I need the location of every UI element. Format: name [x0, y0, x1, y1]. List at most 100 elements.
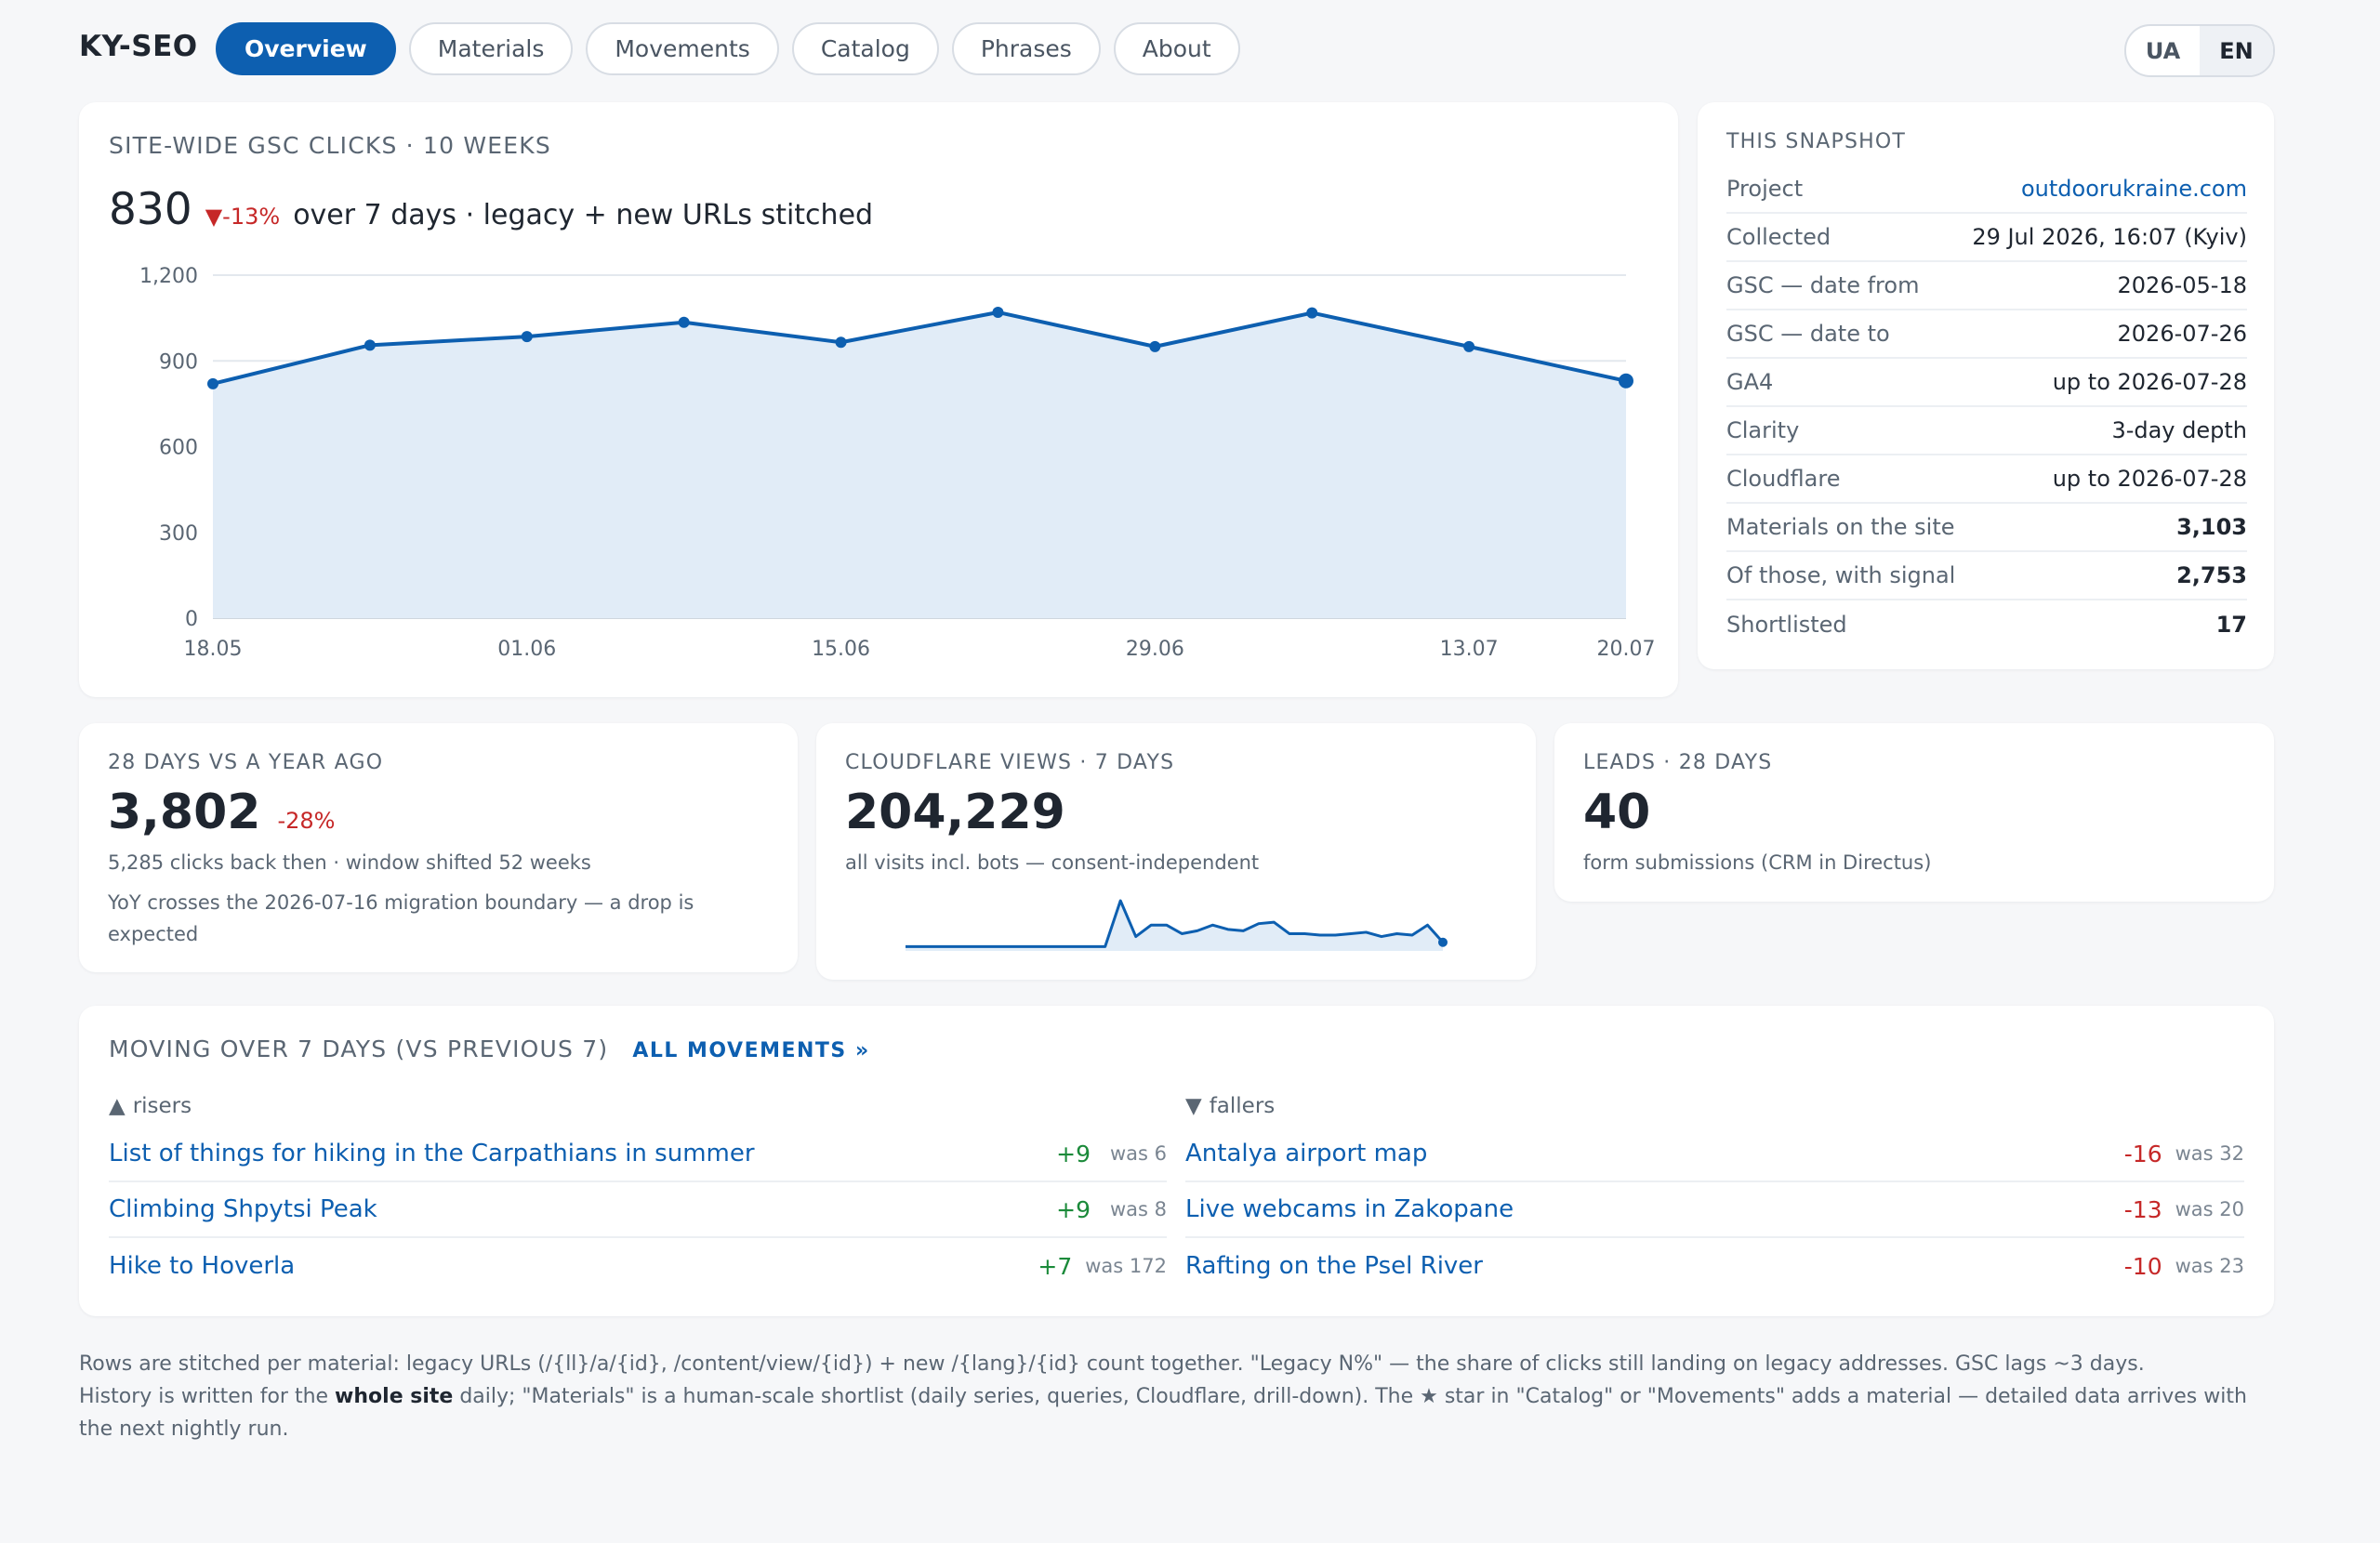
- tab-materials[interactable]: Materials: [408, 22, 574, 75]
- snapshot-key: Clarity: [1726, 417, 1800, 443]
- snapshot-row-cloudflare: Cloudflare up to 2026-07-28: [1726, 455, 2247, 504]
- snapshot-key: Materials on the site: [1726, 514, 1955, 540]
- snapshot-value: up to 2026-07-28: [2052, 466, 2247, 492]
- cloudflare-sparkline: [906, 899, 1448, 951]
- footer-line-2: History is written for the whole site da…: [79, 1380, 2273, 1445]
- snapshot-value: 2026-05-18: [2117, 272, 2247, 298]
- snapshot-key: Cloudflare: [1726, 466, 1841, 492]
- faller-was: was 20: [2175, 1198, 2244, 1220]
- chart-x-tick-label: 29.06: [1126, 638, 1184, 661]
- chart-data-point: [1306, 307, 1318, 319]
- list-item: List of things for hiking in the Carpath…: [109, 1127, 1167, 1182]
- snapshot-title: THIS SNAPSHOT: [1726, 130, 1907, 153]
- kpi-yoy-value-row: 3,802 -28%: [108, 785, 336, 840]
- riser-delta: +9: [1056, 1195, 1091, 1223]
- sparkline-end-point: [1438, 937, 1448, 947]
- chart-x-tick-label: 01.06: [497, 638, 556, 661]
- kpi-cloudflare-value: 204,229: [845, 785, 1065, 840]
- footer-line-2-pre: History is written for the: [79, 1385, 336, 1408]
- gsc-clicks-card: SITE-WIDE GSC CLICKS · 10 WEEKS 830 ▼-13…: [79, 102, 1678, 697]
- snapshot-key: GA4: [1726, 369, 1774, 395]
- gsc-clicks-value: 830: [109, 184, 192, 235]
- tab-catalog[interactable]: Catalog: [791, 22, 939, 75]
- kpi-leads-title: LEADS · 28 DAYS: [1583, 751, 1773, 774]
- faller-link[interactable]: Rafting on the Psel River: [1185, 1252, 1483, 1280]
- gsc-clicks-delta: ▼-13%: [205, 204, 281, 230]
- snapshot-key: GSC — date from: [1726, 272, 1920, 298]
- riser-was: was 6: [1109, 1142, 1167, 1165]
- kpi-yoy-value: 3,802: [108, 785, 261, 840]
- chart-data-point: [207, 377, 218, 389]
- riser-link[interactable]: Hike to Hoverla: [109, 1252, 296, 1280]
- snapshot-row-shortlisted: Shortlisted 17: [1726, 600, 2247, 649]
- kpi-cloudflare-card: CLOUDFLARE VIEWS · 7 DAYS 204,229 all vi…: [816, 723, 1536, 980]
- snapshot-card: THIS SNAPSHOT Project outdoorukraine.com…: [1698, 102, 2274, 669]
- list-item: Climbing Shpytsi Peak +9 was 8: [109, 1182, 1167, 1238]
- movements-title: MOVING OVER 7 DAYS (VS PREVIOUS 7): [109, 1035, 609, 1062]
- footer-line-2-post: daily; "Materials" is a human-scale shor…: [79, 1385, 2247, 1441]
- project-link[interactable]: outdoorukraine.com: [2021, 176, 2247, 202]
- kpi-yoy-note: YoY crosses the 2026-07-16 migration bou…: [108, 891, 694, 945]
- riser-link[interactable]: List of things for hiking in the Carpath…: [109, 1140, 755, 1167]
- all-movements-link[interactable]: ALL MOVEMENTS »: [632, 1039, 870, 1062]
- snapshot-list: Project outdoorukraine.com Collected 29 …: [1726, 165, 2247, 649]
- gsc-clicks-title: SITE-WIDE GSC CLICKS · 10 WEEKS: [109, 132, 551, 159]
- footer-line-1: Rows are stitched per material: legacy U…: [79, 1352, 2145, 1376]
- snapshot-value: 3,103: [2176, 514, 2247, 540]
- chart-data-point: [992, 306, 1004, 318]
- lang-en-button[interactable]: EN: [2200, 26, 2273, 75]
- chart-data-point: [835, 336, 847, 349]
- snapshot-row-gsc-from: GSC — date from 2026-05-18: [1726, 262, 2247, 310]
- snapshot-key: GSC — date to: [1726, 321, 1890, 347]
- riser-link[interactable]: Climbing Shpytsi Peak: [109, 1195, 377, 1223]
- chart-x-tick-label: 15.06: [812, 638, 870, 661]
- tab-overview[interactable]: Overview: [216, 22, 396, 75]
- snapshot-value: 29 Jul 2026, 16:07 (Kyiv): [1972, 224, 2247, 250]
- fallers-column: ▼ fallers Antalya airport map -16 was 32…: [1185, 1086, 2244, 1294]
- faller-link[interactable]: Antalya airport map: [1185, 1140, 1428, 1167]
- gsc-clicks-headline: 830 ▼-13% over 7 days · legacy + new URL…: [109, 184, 873, 235]
- riser-was: was 8: [1109, 1198, 1167, 1220]
- chart-x-tick-label: 20.07: [1597, 638, 1656, 661]
- chart-data-point: [1149, 340, 1161, 352]
- snapshot-row-with-signal: Of those, with signal 2,753: [1726, 552, 2247, 600]
- sparkline-area: [906, 901, 1443, 951]
- risers-label: ▲ risers: [109, 1086, 1167, 1127]
- kpi-cloudflare-sub: all visits incl. bots — consent-independ…: [845, 851, 1260, 874]
- chart-y-tick-label: 600: [159, 437, 198, 460]
- chart-area-fill: [213, 311, 1626, 618]
- kpi-yoy-delta: -28%: [277, 808, 336, 834]
- sparkline-line: [906, 899, 1445, 948]
- tab-movements[interactable]: Movements: [586, 22, 779, 75]
- kpi-cloudflare-title: CLOUDFLARE VIEWS · 7 DAYS: [845, 751, 1175, 774]
- riser-delta: +7: [1038, 1252, 1073, 1280]
- lang-ua-button[interactable]: UA: [2145, 37, 2181, 64]
- snapshot-row-project: Project outdoorukraine.com: [1726, 165, 2247, 214]
- snapshot-value: 3-day depth: [2111, 417, 2247, 443]
- top-bar: KY-SEO Overview Materials Movements Cata…: [79, 22, 2380, 77]
- chart-data-point: [364, 339, 376, 351]
- triangle-down-icon: ▼: [1185, 1094, 1202, 1118]
- kpi-cloudflare-value-row: 204,229: [845, 785, 1065, 840]
- footer-notes: Rows are stitched per material: legacy U…: [79, 1348, 2273, 1445]
- tab-phrases[interactable]: Phrases: [951, 22, 1101, 75]
- riser-was: was 172: [1085, 1255, 1167, 1277]
- chart-data-point: [521, 331, 533, 343]
- faller-delta: -16: [2123, 1140, 2162, 1167]
- riser-delta: +9: [1056, 1140, 1091, 1167]
- chart-x-tick-label: 18.05: [184, 638, 243, 661]
- chart-y-tick-label: 900: [159, 350, 198, 374]
- fallers-label: ▼ fallers: [1185, 1086, 2244, 1127]
- snapshot-key: Collected: [1726, 224, 1831, 250]
- chart-series-line: [212, 310, 1627, 386]
- kpi-yoy-sub: 5,285 clicks back then · window shifted …: [108, 851, 591, 874]
- chart-y-tick-label: 300: [159, 522, 198, 546]
- faller-link[interactable]: Live webcams in Zakopane: [1185, 1195, 1514, 1223]
- tab-about[interactable]: About: [1113, 22, 1240, 75]
- gsc-clicks-note: over 7 days · legacy + new URLs stitched: [293, 199, 874, 231]
- snapshot-key: Shortlisted: [1726, 612, 1847, 638]
- brand-logo[interactable]: KY-SEO: [79, 30, 198, 63]
- language-switcher: UA EN: [2124, 24, 2275, 77]
- footer-line-2-bold: whole site: [335, 1385, 454, 1408]
- chart-y-tick-label: 0: [185, 608, 198, 631]
